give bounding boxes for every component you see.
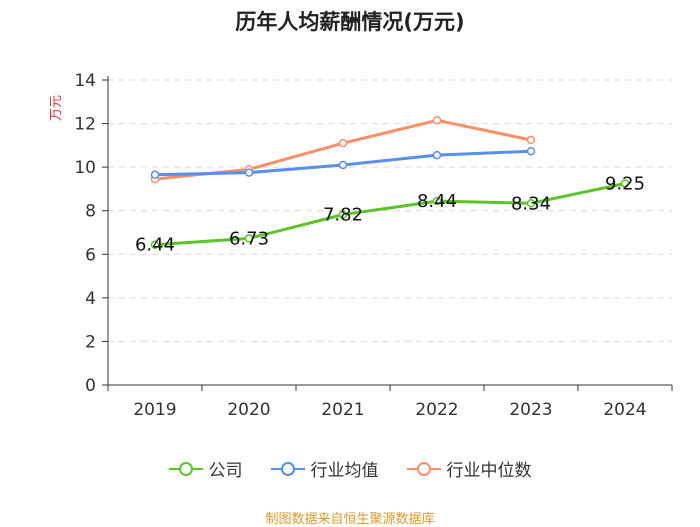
x-tick-label: 2022 — [415, 400, 458, 420]
legend-label: 行业均值 — [310, 461, 379, 481]
data-label: 9.25 — [605, 173, 645, 194]
legend-marker-icon — [270, 461, 305, 476]
data-point — [338, 138, 348, 148]
data-point — [620, 179, 630, 188]
y-axis-label: 万元 — [49, 95, 64, 121]
y-tick-label: 8 — [85, 202, 96, 222]
data-point — [432, 196, 442, 206]
y-tick-label: 0 — [85, 376, 96, 396]
x-tick-label: 2024 — [603, 400, 646, 420]
data-point — [338, 160, 348, 170]
legend-label: 行业中位数 — [446, 461, 532, 481]
data-point — [244, 168, 254, 177]
data-point — [432, 116, 442, 125]
y-tick-label: 10 — [74, 158, 96, 178]
data-point — [150, 240, 160, 249]
data-point — [526, 135, 536, 145]
y-tick-label: 6 — [85, 245, 96, 265]
grid-lines — [108, 79, 672, 342]
legend-item[interactable]: 行业均值 — [270, 456, 379, 481]
data-point — [244, 234, 254, 243]
legend-label: 公司 — [208, 461, 243, 481]
data-label: 8.34 — [511, 193, 551, 214]
y-tick-label: 2 — [85, 332, 96, 352]
y-tick-label: 12 — [74, 115, 96, 135]
y-tick-label: 14 — [74, 71, 96, 91]
x-tick-label: 2021 — [321, 400, 364, 420]
legend-item[interactable]: 行业中位数 — [406, 456, 532, 481]
data-label: 6.73 — [229, 228, 269, 249]
x-tick-label: 2023 — [509, 400, 552, 420]
data-point — [432, 150, 442, 160]
data-label: 7.82 — [323, 205, 363, 226]
x-tick-label: 2019 — [133, 400, 176, 420]
y-tick-label: 4 — [85, 289, 96, 309]
axes: 0 2 4 6 8 10 12 14 万元 2019 2020 2021 2022 2023 2024 — [49, 71, 673, 420]
legend: 公司 行业均值 行业中位数 — [0, 456, 700, 481]
legend-marker-icon — [168, 461, 203, 476]
data-label: 6.44 — [135, 235, 175, 256]
series — [150, 116, 630, 249]
legend-item[interactable]: 公司 — [168, 456, 243, 481]
data-labels: 6.44 6.73 7.82 8.44 8.34 9.25 — [135, 173, 645, 255]
legend-marker-icon — [406, 461, 441, 476]
data-point — [338, 210, 348, 219]
series-line-industry-median — [154, 118, 532, 181]
x-tick-label: 2020 — [227, 400, 270, 420]
series-line-company — [154, 182, 626, 247]
data-point — [150, 170, 160, 180]
data-point — [526, 199, 536, 208]
data-label: 8.44 — [417, 191, 457, 212]
data-point — [526, 146, 536, 156]
source-note: 制图数据来自恒生聚源数据库 — [265, 512, 435, 527]
chart-title: 历年人均薪酬情况(万元) — [235, 10, 465, 34]
